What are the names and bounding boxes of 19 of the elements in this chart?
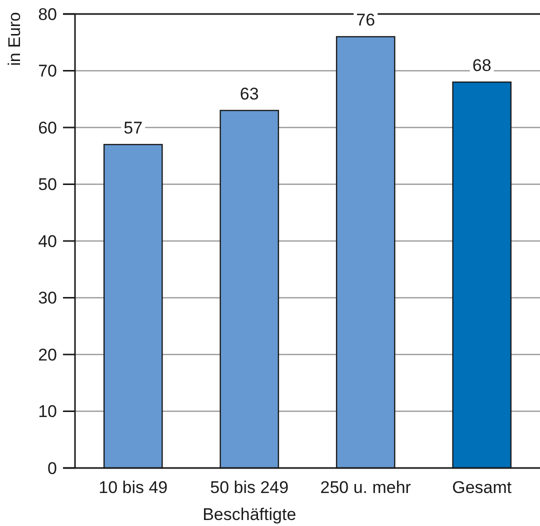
y-tick-label: 50 bbox=[38, 175, 57, 194]
y-tick-label: 10 bbox=[38, 402, 57, 422]
data-label: 68 bbox=[472, 56, 492, 76]
y-tick-label: 40 bbox=[38, 232, 57, 251]
x-tick-label: Gesamt bbox=[452, 478, 512, 497]
x-axis-title: Beschäftigte bbox=[202, 505, 296, 524]
y-tick-label: 0 bbox=[48, 458, 57, 478]
x-tick-label: 10 bis 49 bbox=[98, 478, 168, 497]
x-tick-label: 50 bis 249 bbox=[210, 478, 289, 497]
y-tick-label: 20 bbox=[38, 345, 57, 364]
y-tick-label: 30 bbox=[38, 288, 57, 308]
y-tick-label: 60 bbox=[38, 118, 57, 138]
y-tick-label: 80 bbox=[38, 4, 57, 24]
data-label: 63 bbox=[240, 84, 259, 104]
x-tick-label: 250 u. mehr bbox=[320, 478, 412, 497]
y-axis-title: in Euro bbox=[5, 12, 24, 66]
data-label: 57 bbox=[124, 118, 143, 138]
data-label: 76 bbox=[356, 10, 376, 30]
y-tick-label: 70 bbox=[38, 62, 57, 81]
